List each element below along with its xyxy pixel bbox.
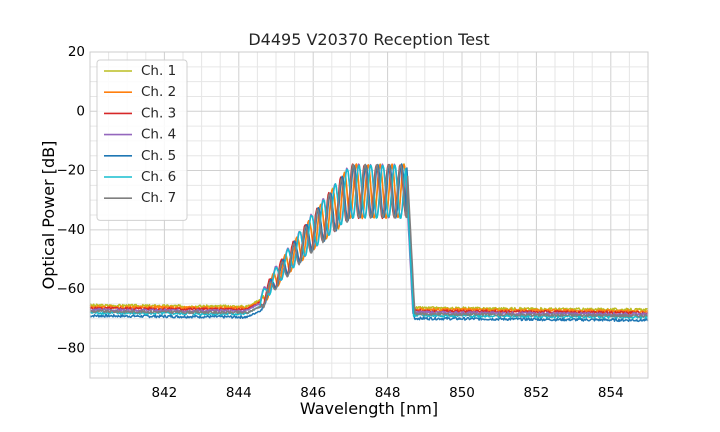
y-tick-label: −40 [57,222,86,238]
plot-frame [89,51,649,379]
legend-label: Ch. 2 [141,84,176,100]
x-tick-label: 848 [375,385,401,401]
x-tick-label: 850 [449,385,475,401]
series-lines [89,163,649,323]
y-tick-label: 20 [68,44,85,60]
legend-label: Ch. 3 [141,105,176,121]
series-line [89,163,649,318]
series-line [89,163,649,323]
y-tick-label: −60 [57,281,86,297]
x-tick-label: 852 [524,385,550,401]
series-line [89,164,649,320]
x-tick-label: 844 [226,385,252,401]
x-tick-label: 846 [300,385,326,401]
legend-label: Ch. 4 [141,127,176,143]
axis-ticks: 842 844 846 848 850 852 854 20 0 −20 −40 −60 −80 [57,44,624,401]
chart-title: D4495 V20370 Reception Test [248,30,489,49]
y-tick-label: 0 [76,103,85,119]
legend-label: Ch. 5 [141,148,176,164]
y-tick-label: −80 [57,340,86,356]
legend-label: Ch. 6 [141,169,176,185]
y-tick-label: −20 [57,163,86,179]
x-tick-label: 854 [598,385,624,401]
y-axis-label: Optical Power [dB] [39,141,58,290]
legend-label: Ch. 7 [141,190,176,206]
x-tick-label: 842 [152,385,178,401]
legend-box [96,59,188,221]
legend-label: Ch. 1 [141,63,176,79]
legend: Ch. 1 Ch. 2 Ch. 3 Ch. 4 Ch. 5 Ch. 6 Ch. 7 [96,59,188,221]
x-axis-label: Wavelength [nm] [300,399,438,418]
